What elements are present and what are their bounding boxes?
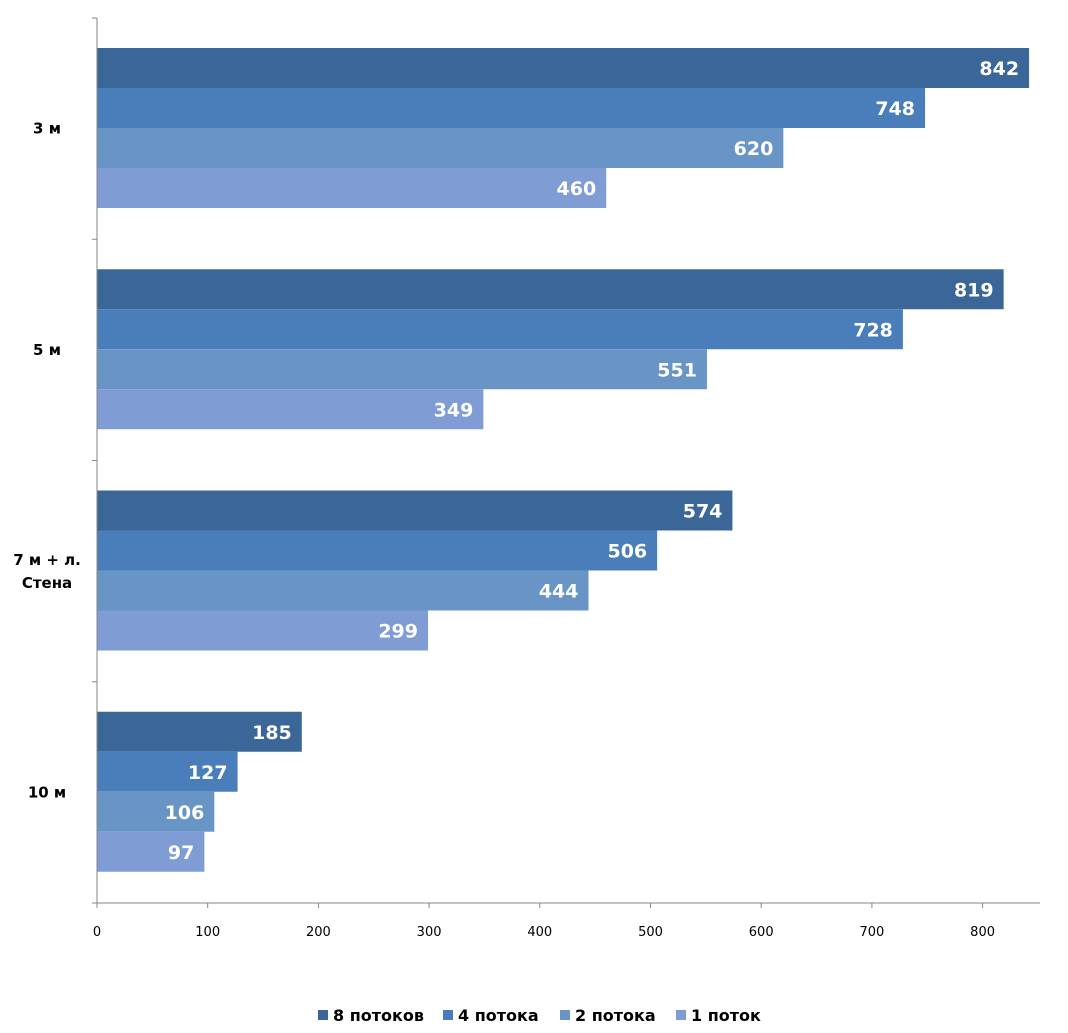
legend-swatch-1 — [318, 1010, 328, 1020]
x-tick-label-0: 0 — [93, 925, 101, 940]
data-label-1-4: 460 — [557, 178, 597, 200]
data-labels-layer: 842 748 620 460 819 728 551 349 574 506 444 299 185 1… — [165, 58, 1019, 864]
category-label-2: 5 м — [33, 341, 61, 359]
x-tick-label-2: 200 — [306, 925, 331, 940]
bar-3-4 — [97, 610, 428, 651]
bar-3-3 — [97, 570, 589, 611]
bar-2-3 — [97, 349, 707, 390]
bar-1-2 — [97, 88, 926, 128]
x-tick-label-5: 500 — [638, 925, 663, 940]
data-label-4-3: 106 — [165, 802, 205, 824]
x-tick-label-4: 400 — [527, 925, 552, 940]
data-label-1-2: 748 — [875, 98, 915, 120]
x-tick-label-3: 300 — [417, 925, 442, 940]
bar-2-2 — [97, 309, 903, 350]
x-tick-label-8: 800 — [970, 925, 995, 940]
data-label-2-1: 819 — [954, 279, 994, 301]
data-label-2-2: 728 — [853, 319, 893, 341]
category-label-4: 10 м — [28, 783, 66, 801]
bar-4-3 — [97, 791, 215, 832]
legend-label-4: 1 поток — [691, 1006, 761, 1025]
data-label-4-1: 185 — [252, 722, 292, 744]
x-tick-label-1: 100 — [195, 925, 220, 940]
category-label-3: 7 м + л. Стена — [13, 551, 81, 592]
legend-label-3: 2 потока — [575, 1006, 656, 1025]
bar-2-1 — [97, 269, 1004, 310]
bar-4-4 — [97, 831, 205, 872]
bar-1-4 — [97, 168, 607, 208]
data-label-3-2: 506 — [607, 541, 647, 563]
bar-1-1 — [97, 48, 1030, 88]
data-label-3-3: 444 — [539, 581, 579, 603]
data-label-2-4: 349 — [434, 399, 474, 421]
x-tick-label-7: 700 — [859, 925, 884, 940]
data-label-2-3: 551 — [657, 359, 697, 381]
legend-label-2: 4 потока — [458, 1006, 539, 1025]
legend-swatch-4 — [676, 1010, 686, 1020]
data-label-3-4: 299 — [378, 621, 418, 643]
bar-4-2 — [97, 751, 238, 792]
category-label-1: 3 м — [33, 120, 61, 138]
legend-label-1: 8 потоков — [333, 1006, 424, 1025]
data-label-1-1: 842 — [979, 58, 1019, 80]
bar-1-3 — [97, 128, 784, 168]
data-label-4-2: 127 — [188, 762, 228, 784]
legend: 8 потоков 4 потока 2 потока 1 поток — [318, 1006, 761, 1025]
legend-swatch-3 — [560, 1010, 570, 1020]
data-label-1-3: 620 — [734, 138, 774, 160]
bar-4-1 — [97, 711, 302, 752]
bar-3-1 — [97, 490, 733, 531]
legend-swatch-2 — [443, 1010, 453, 1020]
data-label-4-4: 97 — [168, 842, 194, 864]
bar-3-2 — [97, 530, 658, 571]
bar-2-4 — [97, 389, 484, 430]
x-tick-label-6: 600 — [749, 925, 774, 940]
axes-layer: 3 м 5 м 7 м + л. Стена 10 м 0 100 200 300 400 500 6… — [13, 17, 1040, 940]
data-label-3-1: 574 — [683, 501, 723, 523]
bars-layer — [97, 48, 1030, 872]
